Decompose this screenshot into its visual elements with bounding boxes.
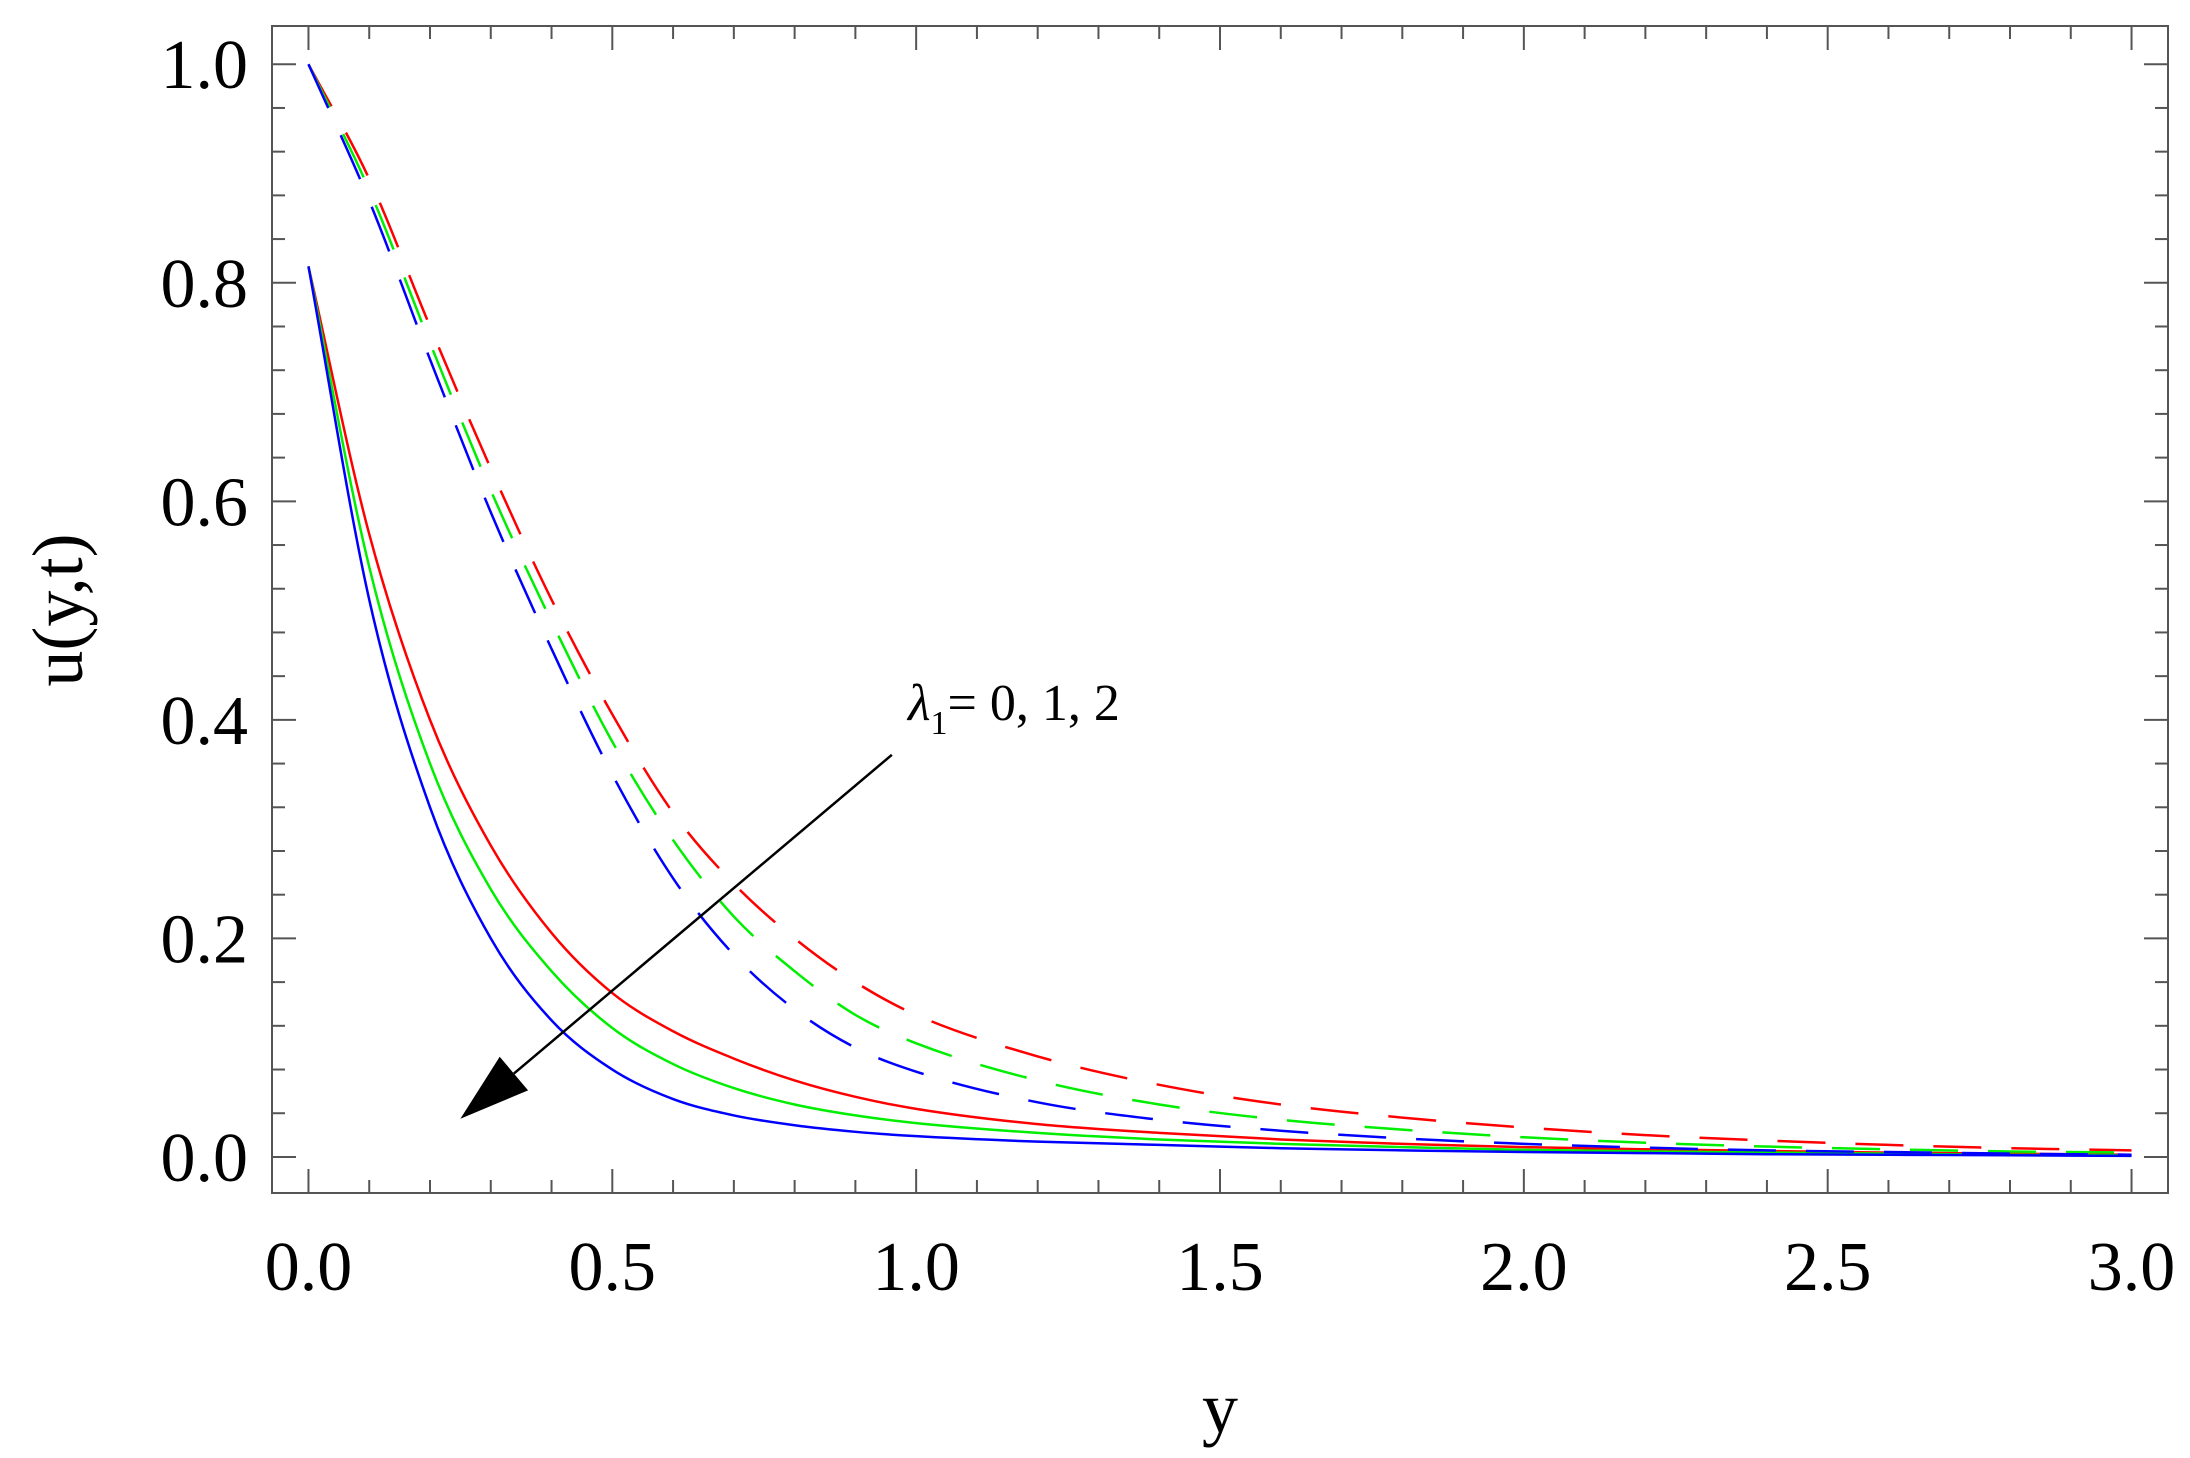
series-line-solid-0 [307,266,2132,1157]
annotation-label: λ1= 0, 1, 2 [906,675,1120,742]
x-tick-label: 0.5 [569,1229,657,1306]
plot-frame [271,25,2169,1194]
series-line-dashed-1 [307,63,2132,1154]
annotation-subscript: 1 [931,705,948,742]
y-tick-label: 1.0 [161,27,249,104]
series-layer [307,63,2132,1158]
annotation-text: = 0, 1, 2 [948,675,1120,732]
series-line-dashed-0 [307,63,2132,1152]
x-tick-label: 3.0 [2088,1229,2176,1306]
x-tick-label: 2.0 [1480,1229,1568,1306]
series-line-solid-2 [307,266,2132,1158]
y-tick-label: 0.6 [161,464,249,541]
series-line-solid-1 [307,266,2132,1157]
y-tick-label: 0.4 [161,683,249,760]
annotation-arrow-line [513,753,893,1075]
x-tick-label: 2.5 [1784,1229,1872,1306]
x-tick-label: 0.0 [265,1229,353,1306]
lambda-annotation: λ1= 0, 1, 2 [460,675,1120,1119]
x-axis-title: y [1202,1368,1238,1448]
tick-labels: 0.0 0.5 1.0 1.5 2.0 2.5 3.0 0.0 0.2 0.4 0.6 0.8 1.0 [161,27,2176,1306]
axis-ticks [272,26,2168,1193]
y-tick-label: 0.0 [161,1120,249,1197]
annotation-arrow-head [460,1056,529,1119]
y-tick-label: 0.8 [161,246,249,323]
y-tick-label: 0.2 [161,901,249,978]
x-tick-label: 1.5 [1176,1229,1264,1306]
x-tick-label: 1.0 [872,1229,960,1306]
annotation-symbol: λ [906,675,931,732]
series-line-dashed-2 [307,63,2132,1157]
y-axis-title: u(y,t) [18,533,98,686]
